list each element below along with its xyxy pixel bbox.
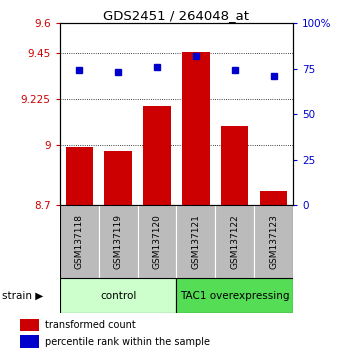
Bar [20, 319, 39, 331]
Bar [99, 205, 137, 278]
Bar [137, 205, 177, 278]
Text: control: control [100, 291, 136, 301]
Bar [20, 335, 39, 348]
Bar [143, 106, 170, 205]
Text: GSM137120: GSM137120 [152, 214, 162, 269]
Text: GSM137118: GSM137118 [75, 214, 84, 269]
Bar [104, 150, 132, 205]
Title: GDS2451 / 264048_at: GDS2451 / 264048_at [103, 9, 250, 22]
Text: GSM137122: GSM137122 [231, 214, 239, 269]
Bar [60, 205, 99, 278]
Text: TAC1 overexpressing: TAC1 overexpressing [180, 291, 290, 301]
Text: GSM137121: GSM137121 [191, 214, 201, 269]
Bar [260, 191, 287, 205]
Bar [60, 278, 177, 313]
Text: GSM137123: GSM137123 [269, 214, 278, 269]
Bar [254, 205, 293, 278]
Text: strain ▶: strain ▶ [2, 291, 43, 301]
Text: percentile rank within the sample: percentile rank within the sample [45, 337, 210, 347]
Bar [177, 205, 216, 278]
Bar [221, 126, 249, 205]
Bar [216, 205, 254, 278]
Bar [182, 52, 210, 205]
Text: transformed count: transformed count [45, 320, 136, 330]
Bar [65, 147, 93, 205]
Text: GSM137119: GSM137119 [114, 214, 122, 269]
Bar [177, 278, 293, 313]
